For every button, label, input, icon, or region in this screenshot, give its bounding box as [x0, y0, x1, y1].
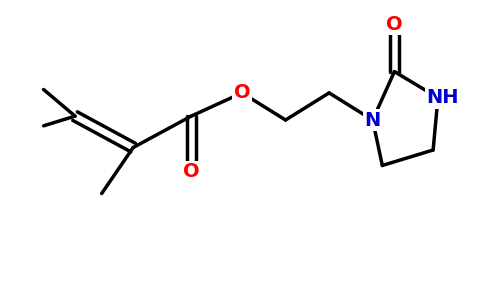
Text: N: N — [364, 110, 381, 130]
Text: NH: NH — [426, 88, 459, 107]
Text: O: O — [234, 83, 250, 102]
Text: O: O — [386, 15, 403, 34]
Text: O: O — [183, 162, 199, 181]
